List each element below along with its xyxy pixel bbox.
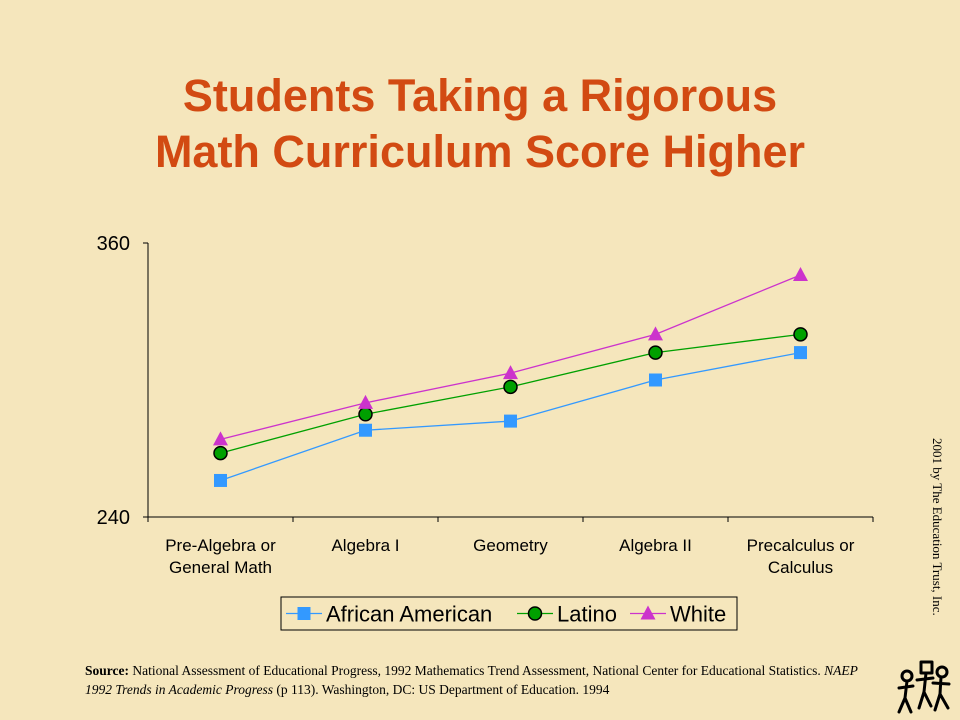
data-point-white (793, 266, 808, 281)
source-citation: Source: National Assessment of Education… (85, 661, 865, 699)
title-line-2: Math Curriculum Score Higher (154, 126, 806, 177)
chart-axes: 360 240 Pre-Algebra or General Math Algebra … (97, 233, 874, 577)
legend-marker-african-american (297, 607, 311, 620)
source-text-2: (p 113). Washington, DC: US Department o… (273, 682, 610, 697)
data-point-latino (213, 445, 228, 461)
education-trust-logo-icon (897, 660, 951, 714)
data-point-latino (358, 407, 373, 422)
y-tick-label: 360 (97, 233, 130, 255)
data-point-african-american (504, 414, 517, 428)
legend-marker-latino (527, 606, 543, 621)
chart-legend: African American Latino White (280, 596, 738, 631)
data-point-african-american (214, 473, 227, 487)
data-point-white (358, 394, 373, 409)
x-tick-label: Pre-Algebra or General Math (165, 536, 276, 577)
data-point-african-american (649, 373, 662, 387)
data-point-white (648, 326, 663, 341)
chart-series (213, 266, 808, 487)
title-line-1: Students Taking a Rigorous (182, 70, 778, 121)
copyright-notice: 2001 by The Education Trust, Inc. (930, 438, 945, 616)
data-point-white (213, 431, 228, 446)
source-publication: NAEP 1992 Trends in Academic Progress (85, 663, 858, 697)
data-point-latino (793, 327, 808, 342)
legend-marker-white (640, 605, 656, 620)
source-text-1: National Assessment of Educational Progr… (129, 663, 825, 678)
data-point-latino (648, 345, 663, 360)
legend-label-african-american: African American (326, 602, 492, 627)
source-label: Source: (85, 663, 129, 678)
x-tick-label: Algebra II (619, 536, 692, 555)
x-tick-label: Geometry (473, 536, 548, 555)
y-tick-label: 240 (97, 507, 130, 529)
x-tick-label: Algebra I (331, 536, 399, 555)
data-point-african-american (794, 346, 807, 360)
legend-label-latino: Latino (557, 602, 617, 627)
x-tick-label: Precalculus or Calculus (747, 536, 855, 577)
data-point-white (503, 365, 518, 380)
data-point-latino (503, 379, 518, 395)
page-title: Students Taking a Rigorous Math Curricul… (0, 68, 960, 180)
data-point-african-american (359, 423, 372, 437)
legend-label-white: White (670, 602, 726, 627)
